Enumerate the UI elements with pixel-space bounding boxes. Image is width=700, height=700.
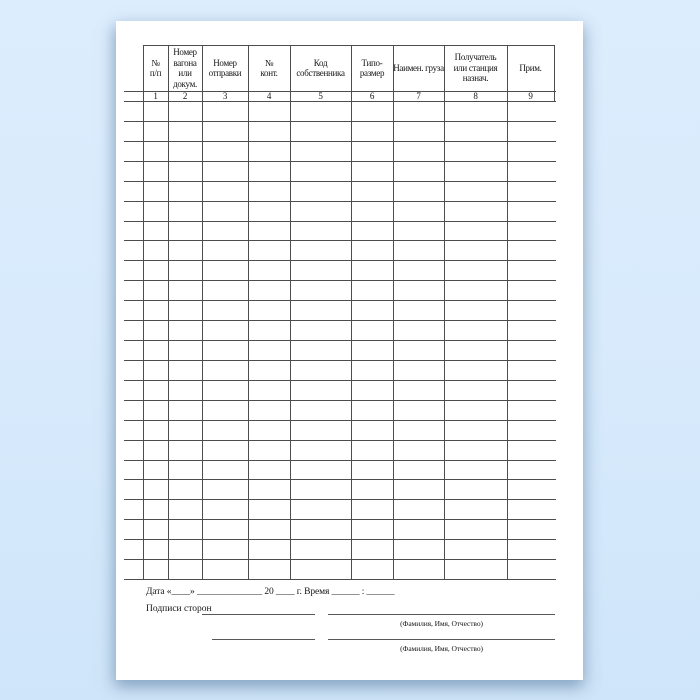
row-line [124,240,556,241]
signature-line [328,604,555,615]
row-line [124,519,556,520]
column-line-5 [290,45,291,580]
row-line [124,300,556,301]
column-number-1: 1 [153,91,158,101]
column-line-6 [351,45,352,580]
signature-line [212,629,315,640]
row-line [124,579,556,580]
column-line-2 [168,45,169,580]
column-header-2: Номер вагона или докум. [173,47,197,89]
row-line [124,340,556,341]
column-header-4: № конт. [260,57,278,79]
table-right-border [554,45,555,102]
row-line [124,221,556,222]
column-line-9 [507,45,508,580]
date-time-line: Дата «____» ______________ 20 ____ г. Вр… [146,587,395,597]
column-line-3 [202,45,203,580]
row-line [124,539,556,540]
row-line [124,420,556,421]
row-line [124,260,556,261]
row-line [124,161,556,162]
column-line-7 [393,45,394,580]
form-footer: Дата «____» ______________ 20 ____ г. Вр… [116,21,583,680]
row-line [124,320,556,321]
row-line [124,499,556,500]
column-line-8 [444,45,445,580]
row-line [124,479,556,480]
column-header-7: Наимен. груза [393,62,444,73]
form-sheet: № п/п 1 Номер вагона или докум. 2 Номер отпр… [116,21,583,680]
row-line [124,380,556,381]
row-line [124,460,556,461]
column-header-3: Номер отправки [208,57,242,79]
fio-caption: (Фамилия, Имя, Отчество) [400,619,483,628]
column-number-4: 4 [266,91,272,101]
signature-line [328,629,555,640]
column-header-9: Прим. [519,62,542,73]
signatures-label: Подписи сторон [146,604,212,614]
column-number-8: 8 [473,91,478,101]
registry-table: № п/п 1 Номер вагона или докум. 2 Номер отпр… [116,21,583,680]
column-number-9: 9 [528,91,533,101]
column-header-1: № п/п [149,57,162,79]
row-line [124,440,556,441]
row-line [124,201,556,202]
column-number-2: 2 [182,91,188,101]
column-line-4 [248,45,249,580]
row-line [124,360,556,361]
number-row-line [124,101,556,102]
column-number-3: 3 [222,91,228,101]
column-header-8: Получатель или станция назнач. [453,52,498,84]
row-line [124,141,556,142]
row-line [124,280,556,281]
signature-line [202,604,315,615]
column-number-6: 6 [369,91,375,101]
row-line [124,181,556,182]
table-top-border [143,45,555,46]
header-bottom-line [124,91,556,92]
fio-caption: (Фамилия, Имя, Отчество) [400,644,483,653]
row-line [124,559,556,560]
column-header-5: Код собственника [296,57,345,79]
row-line [124,121,556,122]
column-number-5: 5 [318,91,323,101]
column-line-1 [143,45,144,580]
row-line [124,400,556,401]
column-number-7: 7 [416,91,421,101]
column-header-6: Типо- размер [359,57,385,79]
